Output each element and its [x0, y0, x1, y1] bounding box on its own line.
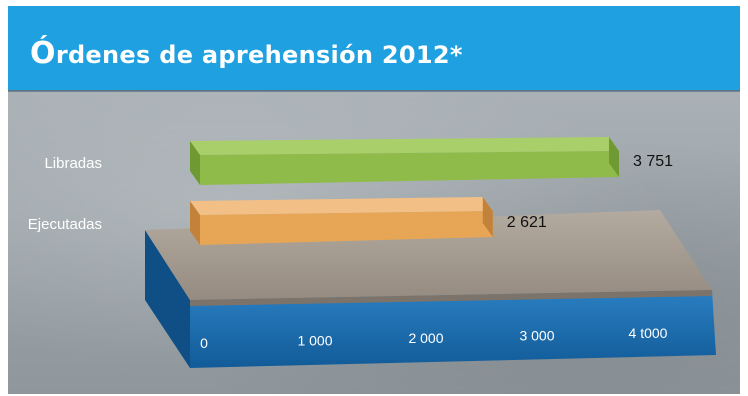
value-label: 2 621: [507, 214, 547, 231]
value-label: 3 751: [633, 153, 673, 170]
title-rest: rdenes de aprehensión 2012*: [55, 41, 463, 69]
tick-label: 2 000: [408, 330, 443, 346]
tick-label: 4 t000: [629, 325, 668, 341]
platform-left-face: [145, 230, 190, 368]
bar-end-face: [190, 141, 200, 185]
chart-title: Órdenes de aprehensión 2012*: [30, 36, 463, 71]
tick-label: 1 000: [297, 333, 332, 349]
tick-label: 3 000: [519, 328, 554, 344]
bar-top-face: [190, 137, 619, 155]
platform-top-edge: [190, 290, 712, 306]
bar-ejecutadas: Ejecutadas 2 621: [28, 197, 547, 245]
title-initial: Ó: [30, 36, 56, 71]
bar-libradas: Libradas 3 751: [44, 137, 673, 185]
bar-front-face: [200, 151, 619, 185]
bar-end-face-right: [608, 137, 619, 177]
tick-label: 0: [200, 335, 208, 351]
ticks-group: 0 1 000 2 000 3 000 4 t000: [200, 325, 668, 351]
bar-front-face: [200, 211, 493, 245]
bar-end-face-right: [482, 197, 493, 237]
title-banner: Órdenes de aprehensión 2012*: [8, 6, 740, 90]
platform-front-face: [190, 290, 716, 368]
bar-top-face: [190, 197, 493, 215]
bar-end-face: [190, 201, 200, 245]
category-label: Ejecutadas: [28, 216, 102, 233]
category-label: Libradas: [44, 155, 102, 172]
bars-group: Libradas 3 751 Ejecutadas 2 621: [28, 137, 673, 245]
